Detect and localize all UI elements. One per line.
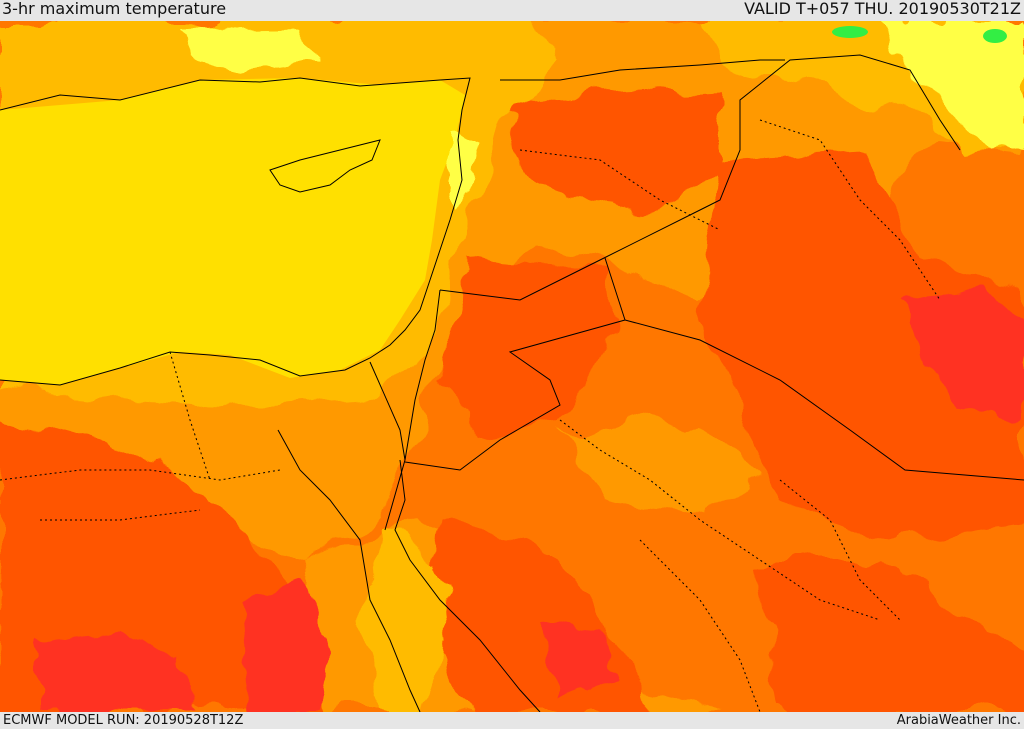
mediterranean-zone: [0, 78, 465, 385]
coastline: [0, 77, 471, 386]
green-spot: [983, 29, 1007, 43]
border: [624, 319, 1024, 481]
border: [500, 59, 785, 81]
cool-zone: [180, 21, 1024, 210]
green-spot: [832, 26, 868, 38]
border: [404, 257, 626, 471]
border: [384, 289, 441, 531]
border: [369, 361, 406, 461]
header-bar: 3-hr maximum temperature VALID T+057 THU…: [0, 0, 1024, 21]
model-run: ECMWF MODEL RUN: 20190528T12Z: [3, 713, 244, 728]
gulf-coast: [277, 429, 421, 712]
border: [439, 54, 961, 301]
boundaries: [0, 54, 1024, 712]
credit-text: ArabiaWeather Inc.: [896, 713, 1021, 728]
hot-zone: [0, 90, 1024, 712]
temperature-map: [0, 21, 1024, 712]
cyprus-coast: [269, 139, 381, 193]
hottest-zone: [40, 290, 1024, 712]
map-title: 3-hr maximum temperature: [2, 0, 227, 18]
gulf-coast: [394, 459, 541, 712]
internal-borders: [0, 119, 941, 712]
valid-time: VALID T+057 THU. 20190530T21Z: [744, 0, 1021, 18]
footer-bar: ECMWF MODEL RUN: 20190528T12Z ArabiaWeat…: [0, 712, 1024, 729]
